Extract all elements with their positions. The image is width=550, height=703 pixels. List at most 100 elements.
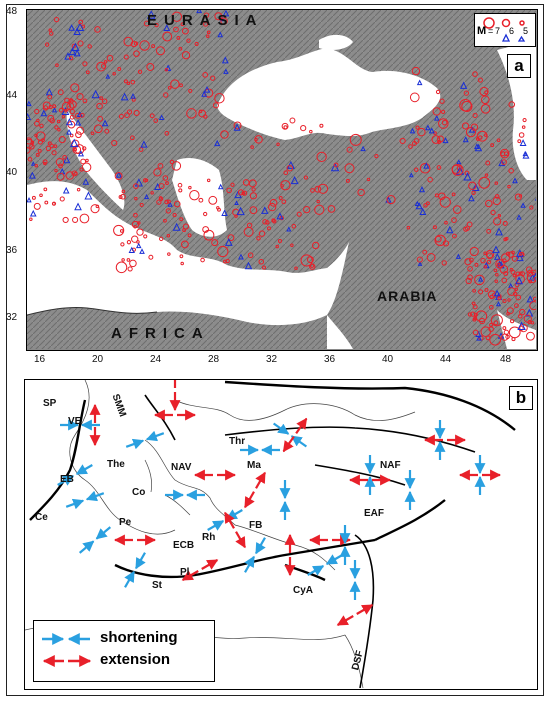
earthquake-circle <box>123 79 128 84</box>
fault-label-eb: EB <box>60 474 74 485</box>
earthquake-circle <box>517 139 522 144</box>
earthquake-circle <box>90 204 100 214</box>
earthquake-circle <box>58 163 63 169</box>
earthquake-triangle <box>234 200 239 206</box>
earthquake-circle <box>72 216 79 223</box>
earthquake-triangle <box>478 276 484 282</box>
earthquake-circle <box>413 167 419 172</box>
earthquake-circle <box>206 178 211 183</box>
earthquake-circle <box>61 101 72 111</box>
earthquake-circle <box>62 216 69 224</box>
legend-mag-7: 7 <box>495 26 501 36</box>
earthquake-circle <box>508 167 514 174</box>
earthquake-triangle <box>75 22 85 32</box>
earthquake-circle <box>117 66 122 71</box>
x-tick-24: 24 <box>150 354 162 365</box>
earthquake-circle <box>451 192 456 197</box>
x-tick-28: 28 <box>208 354 220 365</box>
earthquake-circle <box>80 158 87 165</box>
earthquake-circle <box>171 11 183 22</box>
earthquake-triangle <box>512 177 518 184</box>
earthquake-triangle <box>28 171 36 179</box>
earthquake-circle <box>39 123 44 129</box>
earthquake-circle <box>309 263 315 268</box>
earthquake-triangle <box>261 206 269 214</box>
earthquake-circle <box>461 100 473 113</box>
earthquake-circle <box>112 72 116 76</box>
y-tick-32: 32 <box>6 312 18 323</box>
earthquake-circle <box>79 112 85 118</box>
earthquake-circle <box>344 163 355 174</box>
earthquake-circle <box>492 196 502 206</box>
earthquake-triangle <box>105 73 111 79</box>
earthquake-circle <box>101 98 108 105</box>
earthquake-triangle <box>66 128 72 135</box>
earthquake-circle <box>247 252 254 259</box>
earthquake-circle <box>501 159 507 165</box>
earthquake-circle <box>480 257 486 264</box>
earthquake-circle <box>34 108 40 115</box>
earthquake-triangle <box>222 10 230 17</box>
earthquake-circle <box>129 259 137 268</box>
fault-label-pl: Pl <box>180 567 190 578</box>
shortening-arrow-pair <box>57 464 93 486</box>
earthquake-markers <box>27 10 537 346</box>
earthquake-circle <box>399 137 406 145</box>
earthquake-circle <box>206 34 210 38</box>
legend-extension: extension <box>100 651 171 668</box>
earthquake-circle <box>49 118 55 124</box>
earthquake-circle <box>165 181 169 185</box>
earthquake-circle <box>484 173 489 177</box>
earthquake-circle <box>45 145 52 152</box>
earthquake-triangle <box>433 114 440 121</box>
earthquake-circle <box>129 135 135 141</box>
earthquake-circle <box>471 301 476 306</box>
earthquake-circle <box>186 108 197 119</box>
earthquake-triangle <box>442 137 449 144</box>
circle-mag-6 <box>501 18 511 28</box>
earthquake-triangle <box>64 52 72 60</box>
earthquake-circle <box>345 178 350 183</box>
earthquake-triangle <box>101 119 109 127</box>
earthquake-circle <box>220 17 228 25</box>
earthquake-circle <box>131 220 140 229</box>
y-tick-48: 48 <box>6 6 18 17</box>
earthquake-circle <box>41 138 45 143</box>
earthquake-circle <box>56 172 65 181</box>
earthquake-circle <box>514 282 520 288</box>
earthquake-circle <box>310 188 315 193</box>
region-label-eurasia: EURASIA <box>147 12 264 29</box>
earthquake-triangle <box>27 196 32 203</box>
earthquake-circle <box>468 257 474 263</box>
earthquake-circle <box>451 164 461 174</box>
earthquake-circle <box>81 162 92 173</box>
earthquake-circle <box>167 85 172 90</box>
earthquake-circle <box>261 265 267 270</box>
earthquake-circle <box>126 109 133 115</box>
earthquake-circle <box>151 44 156 48</box>
earthquake-circle <box>486 259 492 265</box>
earthquake-circle <box>35 152 40 157</box>
earthquake-circle <box>281 199 287 205</box>
earthquake-circle <box>170 79 180 89</box>
earthquake-circle <box>489 322 494 328</box>
earthquake-circle <box>166 234 171 238</box>
earthquake-triangle <box>419 207 427 216</box>
earthquake-circle <box>225 258 230 264</box>
earthquake-circle <box>242 179 250 186</box>
earthquake-circle <box>475 310 488 323</box>
earthquake-circle <box>242 190 248 196</box>
earthquake-triangle <box>495 301 502 307</box>
earthquake-circle <box>37 148 42 153</box>
earthquake-triangle <box>233 123 241 131</box>
earthquake-circle <box>519 308 526 316</box>
earthquake-circle <box>114 172 123 181</box>
earthquake-triangle <box>68 47 77 56</box>
earthquake-circle <box>165 208 171 214</box>
earthquake-triangle <box>73 27 81 36</box>
earthquake-circle <box>93 124 103 134</box>
earthquake-circle <box>173 200 181 208</box>
x-tick-20: 20 <box>92 354 104 365</box>
earthquake-circle <box>90 131 95 136</box>
earthquake-triangle <box>428 127 435 134</box>
